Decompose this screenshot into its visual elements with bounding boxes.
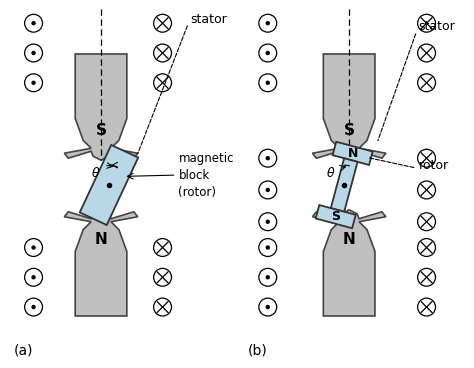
Circle shape (266, 52, 269, 54)
Text: N: N (347, 147, 358, 160)
Circle shape (32, 81, 35, 84)
Polygon shape (64, 54, 138, 160)
Polygon shape (312, 210, 386, 316)
Text: stator: stator (419, 20, 456, 33)
Text: stator: stator (191, 13, 227, 26)
Text: rotor: rotor (419, 159, 449, 171)
Circle shape (32, 22, 35, 25)
Text: magnetic
block
(rotor): magnetic block (rotor) (178, 152, 234, 199)
Circle shape (32, 246, 35, 249)
Text: $\theta$: $\theta$ (326, 166, 335, 180)
Text: $\theta$: $\theta$ (91, 166, 101, 180)
Circle shape (32, 276, 35, 279)
Circle shape (32, 305, 35, 308)
Polygon shape (80, 145, 138, 225)
Text: S: S (331, 210, 340, 223)
Circle shape (32, 52, 35, 54)
Text: (a): (a) (14, 344, 33, 358)
Circle shape (266, 22, 269, 25)
Text: N: N (343, 232, 356, 247)
Circle shape (266, 276, 269, 279)
Polygon shape (312, 54, 386, 160)
Text: S: S (96, 123, 107, 138)
Circle shape (266, 305, 269, 308)
Circle shape (266, 188, 269, 191)
Text: S: S (344, 123, 355, 138)
Circle shape (266, 81, 269, 84)
Circle shape (266, 220, 269, 223)
Polygon shape (331, 158, 357, 212)
Circle shape (266, 246, 269, 249)
Polygon shape (316, 205, 356, 228)
Text: N: N (95, 232, 108, 247)
Polygon shape (64, 210, 138, 316)
Text: (b): (b) (248, 344, 268, 358)
Circle shape (266, 157, 269, 160)
Polygon shape (333, 142, 373, 165)
